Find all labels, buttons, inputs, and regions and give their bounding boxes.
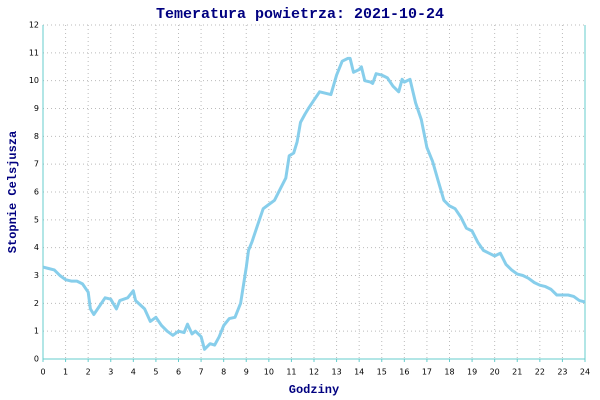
temperature-line bbox=[42, 56, 586, 351]
x-tick-label: 3 bbox=[108, 368, 113, 377]
y-tick-label: 6 bbox=[34, 188, 39, 197]
y-tick-label: 11 bbox=[29, 48, 39, 57]
x-tick-label: 2 bbox=[86, 368, 91, 377]
y-tick-label: 2 bbox=[34, 299, 39, 308]
x-tick-label: 22 bbox=[535, 368, 545, 377]
y-tick-label: 7 bbox=[34, 160, 39, 169]
x-tick-label: 11 bbox=[286, 368, 296, 377]
x-tick-label: 5 bbox=[153, 368, 158, 377]
x-tick-label: 6 bbox=[176, 368, 181, 377]
x-tick-label: 20 bbox=[490, 368, 500, 377]
x-tick-label: 0 bbox=[40, 368, 45, 377]
x-tick-label: 9 bbox=[244, 368, 249, 377]
y-tick-label: 1 bbox=[34, 327, 39, 336]
x-tick-label: 4 bbox=[131, 368, 136, 377]
x-tick-label: 16 bbox=[399, 368, 409, 377]
x-tick-label: 8 bbox=[221, 368, 226, 377]
x-tick-label: 23 bbox=[557, 368, 567, 377]
x-tick-label: 13 bbox=[331, 368, 341, 377]
x-tick-label: 21 bbox=[512, 368, 522, 377]
x-tick-label: 10 bbox=[264, 368, 274, 377]
y-tick-label: 0 bbox=[34, 355, 39, 364]
chart-title: Temeratura powietrza: 2021-10-24 bbox=[156, 6, 444, 23]
y-axis-label: Stopnie Celsjusza bbox=[6, 131, 20, 253]
y-tick-label: 3 bbox=[34, 271, 39, 280]
x-tick-label: 7 bbox=[199, 368, 204, 377]
x-tick-label: 24 bbox=[580, 368, 590, 377]
y-tick-label: 10 bbox=[29, 76, 39, 85]
y-tick-label: 4 bbox=[34, 243, 39, 252]
y-tick-label: 9 bbox=[34, 104, 39, 113]
x-tick-label: 14 bbox=[354, 368, 364, 377]
x-axis-label: Godziny bbox=[289, 383, 339, 397]
y-tick-label: 8 bbox=[34, 132, 39, 141]
x-tick-label: 18 bbox=[444, 368, 454, 377]
x-tick-label: 19 bbox=[467, 368, 477, 377]
y-tick-label: 12 bbox=[29, 21, 39, 30]
x-tick-label: 15 bbox=[377, 368, 387, 377]
x-tick-label: 1 bbox=[63, 368, 68, 377]
x-tick-label: 17 bbox=[422, 368, 432, 377]
x-tick-label: 12 bbox=[309, 368, 319, 377]
y-tick-label: 5 bbox=[34, 215, 39, 224]
